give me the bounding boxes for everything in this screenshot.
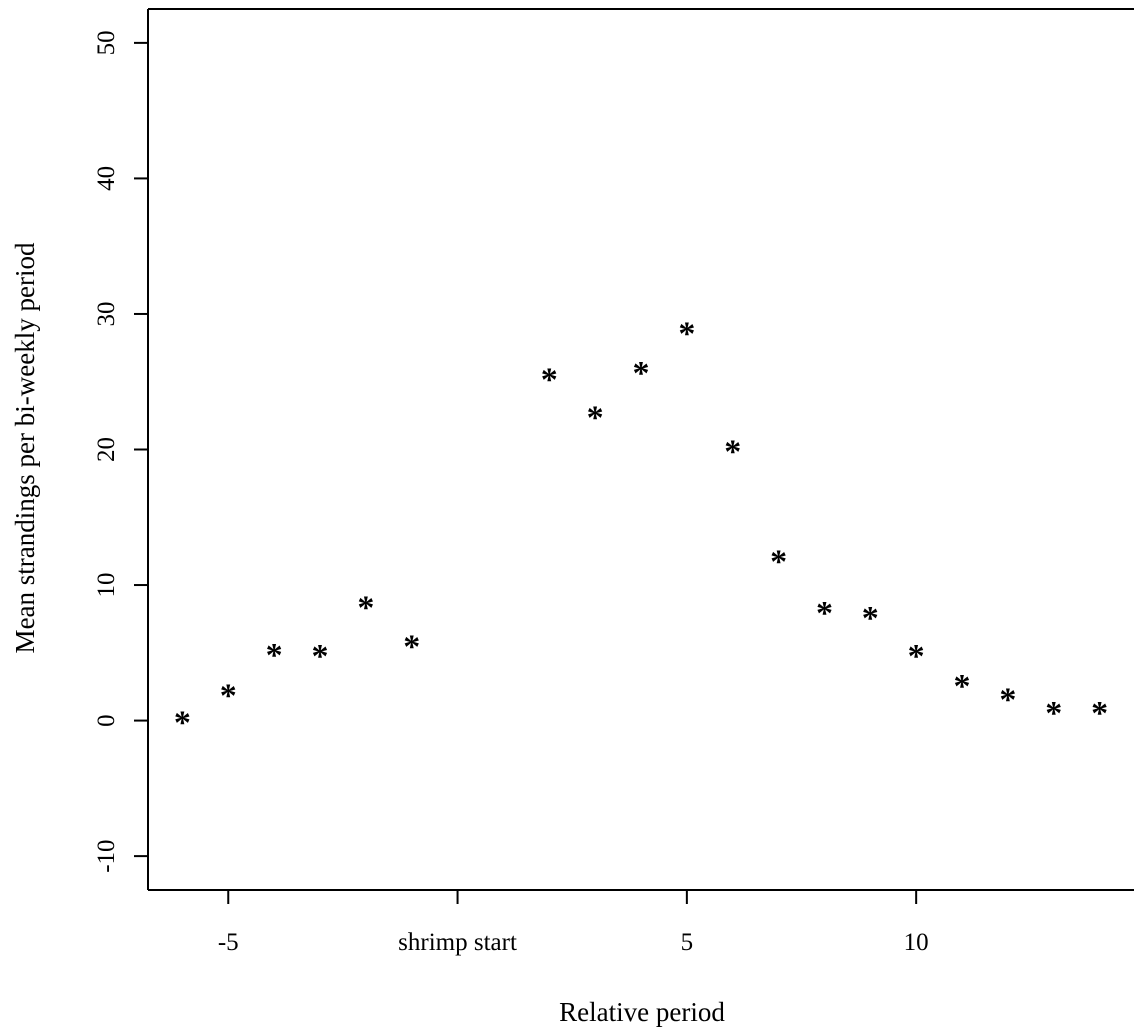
- data-point: *: [862, 600, 879, 637]
- data-points: * * * * * * * * * * * * * * * * * * *: [174, 316, 1108, 742]
- plot-frame: [147, 8, 1134, 891]
- y-tick-label: 50: [93, 30, 120, 55]
- x-axis-title: Relative period: [559, 997, 725, 1027]
- y-tick-label: 30: [93, 301, 120, 326]
- data-point: *: [724, 434, 741, 471]
- data-point: *: [587, 400, 604, 437]
- data-point: *: [954, 668, 971, 705]
- data-point: *: [541, 362, 558, 399]
- y-tick-label: -10: [93, 839, 120, 872]
- data-point: *: [770, 543, 787, 580]
- data-point: *: [220, 677, 237, 714]
- data-point: *: [403, 629, 420, 666]
- x-tick-label: -5: [218, 929, 239, 956]
- data-point: *: [311, 638, 328, 675]
- data-point: *: [633, 355, 650, 392]
- data-point: *: [1091, 695, 1108, 732]
- y-tick-label: 0: [93, 714, 120, 727]
- data-point: *: [816, 595, 833, 632]
- y-tick-label: 20: [93, 437, 120, 462]
- x-tick-label: 10: [904, 929, 929, 956]
- x-tick-label: shrimp start: [398, 929, 517, 956]
- x-axis: -5 shrimp start 5 10: [218, 890, 929, 956]
- data-point: *: [678, 316, 695, 353]
- data-point: *: [174, 705, 191, 742]
- y-axis-title: Mean strandings per bi-weekly period: [10, 242, 40, 653]
- data-point: *: [999, 682, 1016, 719]
- data-point: *: [908, 638, 925, 675]
- y-tick-label: 40: [93, 166, 120, 191]
- y-tick-label: 10: [93, 573, 120, 598]
- y-axis: -10 0 10 20 30 40 50: [93, 30, 148, 873]
- data-point: *: [1045, 695, 1062, 732]
- data-point: *: [357, 589, 374, 626]
- x-tick-label: 5: [681, 929, 694, 956]
- data-point: *: [266, 637, 283, 674]
